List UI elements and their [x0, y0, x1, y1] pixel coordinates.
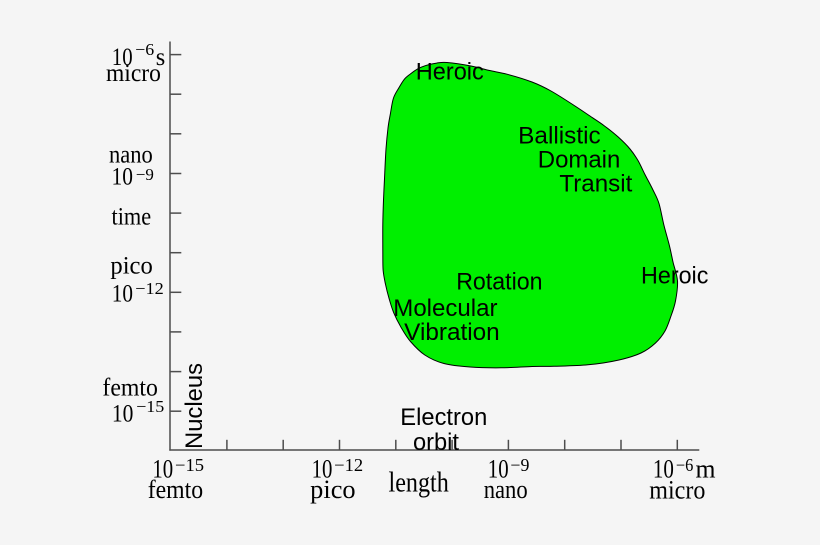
svg-text:10: 10	[112, 281, 133, 308]
svg-text:10: 10	[312, 454, 333, 483]
svg-text:Ballistic: Ballistic	[518, 123, 601, 150]
svg-text:10: 10	[653, 454, 674, 483]
svg-text:Transit: Transit	[559, 170, 632, 197]
svg-text:length: length	[389, 468, 449, 499]
svg-text:Electron: Electron	[400, 404, 487, 431]
svg-text:pico: pico	[110, 252, 152, 279]
svg-text:−15: −15	[175, 455, 204, 475]
svg-text:Domain: Domain	[538, 147, 621, 174]
svg-text:time: time	[112, 203, 152, 230]
svg-text:Vibration: Vibration	[404, 319, 500, 346]
svg-text:pico: pico	[310, 475, 355, 504]
svg-text:nano: nano	[484, 475, 528, 504]
svg-text:10: 10	[112, 164, 133, 191]
svg-text:m: m	[696, 454, 716, 483]
svg-text:−15: −15	[136, 397, 164, 416]
svg-text:10: 10	[488, 454, 509, 483]
svg-text:nano: nano	[109, 141, 153, 168]
svg-text:Heroic: Heroic	[416, 58, 484, 85]
svg-text:10: 10	[112, 401, 133, 428]
svg-text:−12: −12	[334, 455, 363, 475]
svg-text:−12: −12	[135, 279, 164, 298]
svg-text:micro: micro	[649, 475, 705, 504]
svg-text:s: s	[156, 44, 166, 71]
svg-text:−6: −6	[676, 455, 694, 475]
svg-text:femto: femto	[148, 475, 203, 504]
svg-text:femto: femto	[102, 374, 157, 401]
svg-text:Rotation: Rotation	[456, 269, 542, 296]
svg-text:Heroic: Heroic	[641, 263, 708, 290]
svg-text:orbit: orbit	[413, 429, 459, 456]
svg-text:Molecular: Molecular	[393, 295, 497, 322]
svg-text:−9: −9	[510, 455, 529, 475]
svg-text:micro: micro	[106, 60, 161, 87]
svg-text:−9: −9	[136, 165, 154, 184]
svg-text:10: 10	[112, 44, 133, 71]
svg-text:10: 10	[152, 454, 173, 483]
svg-text:Nucleus: Nucleus	[181, 363, 208, 449]
svg-text:−6: −6	[135, 40, 154, 59]
